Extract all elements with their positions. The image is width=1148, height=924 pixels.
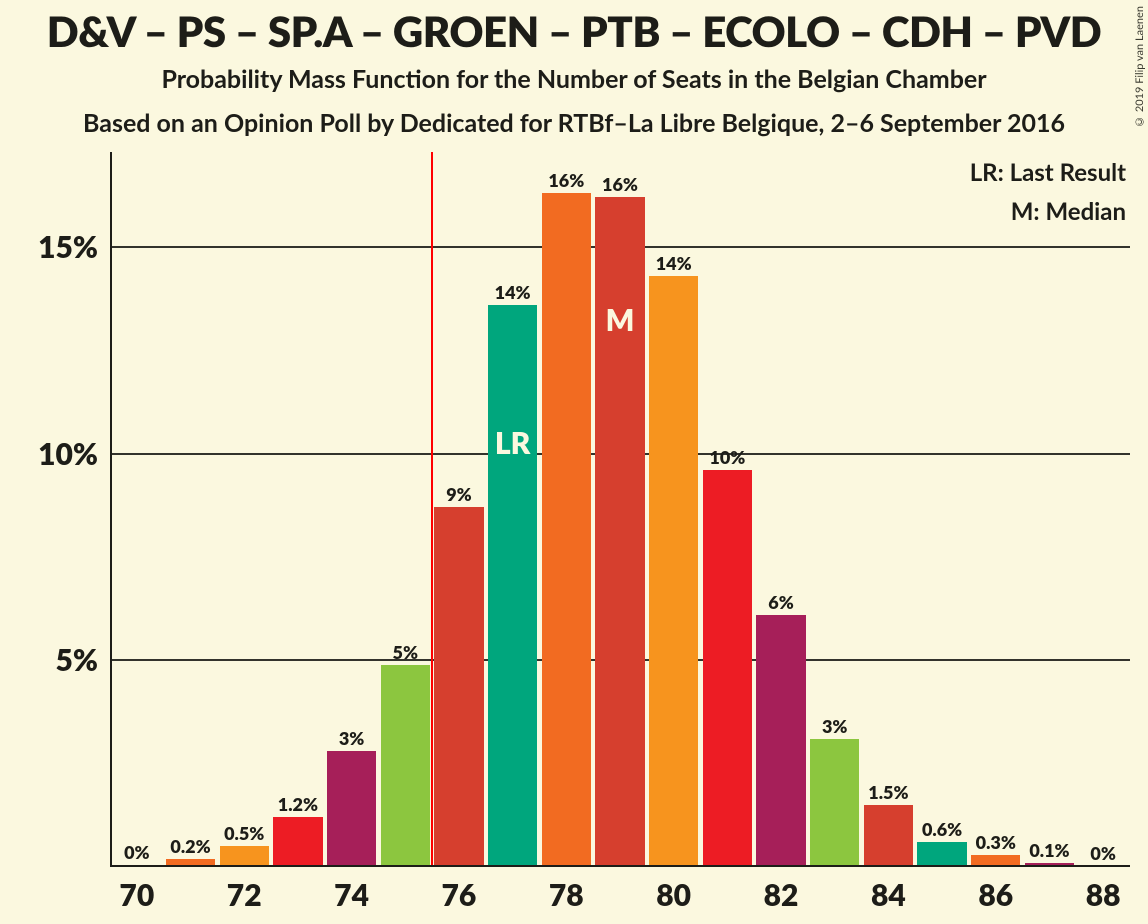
bar: 1.5% [864,805,913,867]
bar-value-label: 0.2% [170,835,210,859]
bar-value-label: 0% [124,841,150,865]
x-tick-label: 70 [119,867,154,913]
bar-value-label: 0.3% [976,831,1016,855]
chart-plot-area: 0%0.2%0.5%1.2%3%5%9%14%LR16%16%M14%10%6%… [110,152,1130,867]
bar-value-label: 5% [393,641,419,665]
bar: 3% [327,751,376,867]
bar-value-label: 0.5% [224,822,264,846]
bar-value-label: 6% [768,591,794,615]
y-tick-label: 5% [56,642,110,678]
chart-subtitle: Based on an Opinion Poll by Dedicated fo… [0,108,1148,138]
x-tick-label: 84 [871,867,906,913]
bar-value-label: 3% [339,727,365,751]
x-tick-label: 78 [549,867,584,913]
bar: 6% [756,615,805,867]
bar: 16% [542,193,591,867]
bar: 16%M [595,197,644,867]
bar-value-label: 1.5% [868,781,908,805]
chart-title: D&V – PS – SP.A – GROEN – PTB – ECOLO – … [0,6,1148,56]
y-tick-label: 15% [38,229,110,265]
majority-threshold-line [431,152,433,867]
x-tick-label: 80 [656,867,691,913]
legend: LR: Last Result M: Median [970,158,1126,226]
legend-item: LR: Last Result [970,158,1126,187]
x-tick-label: 74 [334,867,369,913]
bar-value-label: 0.6% [922,818,962,842]
bar-value-label: 14% [495,281,531,305]
x-tick-label: 76 [442,867,477,913]
bar: 9% [434,507,483,867]
x-axis-line [110,865,1130,867]
chart-subtitle: Probability Mass Function for the Number… [0,64,1148,94]
bar-value-label: 1.2% [278,793,318,817]
bar-value-label: 3% [822,715,848,739]
x-tick-label: 86 [978,867,1013,913]
page-root: { "background_color": "#fbf8df", "text_c… [0,0,1148,924]
bar: 14%LR [488,305,537,867]
bar-value-label: 0% [1090,842,1116,866]
bar-marker-label: M [606,302,635,338]
y-axis-line [110,152,112,867]
legend-item: M: Median [970,197,1126,226]
bar: 0.5% [220,846,269,867]
x-tick-label: 82 [764,867,799,913]
bar: 10% [703,470,752,867]
bar: 1.2% [273,817,322,867]
bar: 5% [381,665,430,868]
bar: 3% [810,739,859,867]
bar-value-label: 9% [446,483,472,507]
y-tick-label: 10% [38,436,110,472]
bar: 0.6% [917,842,966,867]
bar-value-label: 0.1% [1029,839,1069,863]
bar-marker-label: LR [495,425,530,461]
x-tick-label: 72 [227,867,262,913]
bar-value-label: 16% [602,173,638,197]
copyright-text: © 2019 Filip van Laenen [1133,6,1146,128]
x-tick-label: 88 [1086,867,1121,913]
bar: 14% [649,276,698,867]
bar-value-label: 10% [709,446,745,470]
bar-value-label: 16% [548,169,584,193]
bar-value-label: 14% [656,252,692,276]
